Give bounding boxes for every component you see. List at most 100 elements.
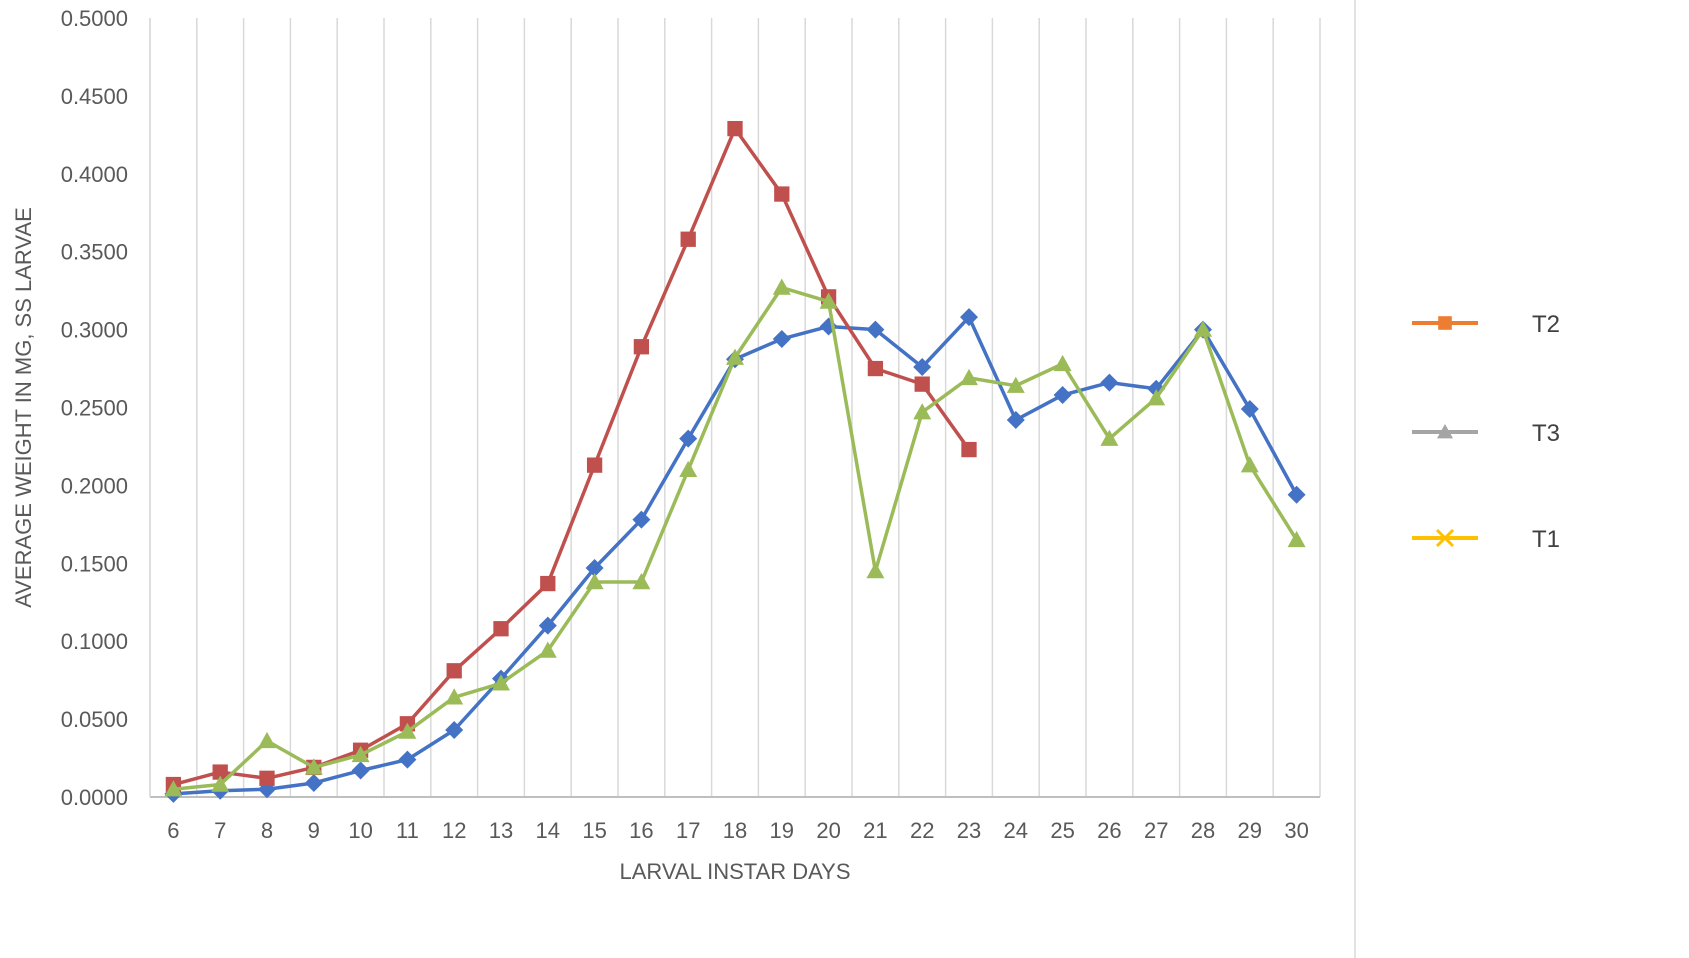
y-tick-labels: 0.0000 0.0500 0.1000 0.1500 0.2000 0.2500 0.30… [61,6,128,810]
x-tick-label: 29 [1238,818,1262,843]
y-tick-label: 0.0500 [61,707,128,732]
data-point [772,329,791,348]
data-point [867,360,884,377]
data-point [258,731,276,749]
y-tick-label: 0.3000 [61,318,128,343]
data-point [960,368,978,386]
y-tick-label: 0.5000 [61,6,128,31]
data-point [680,231,696,247]
data-point [351,761,370,780]
legend-marker [1435,528,1455,548]
x-tick-label: 27 [1144,818,1168,843]
data-point [632,510,651,529]
data-point [866,562,885,579]
x-tick-label: 22 [910,818,934,843]
data-point [446,663,462,679]
data-point [961,441,977,458]
data-point [1100,429,1119,446]
data-point [398,722,417,739]
y-tick-label: 0.2000 [61,473,128,498]
series-line [172,126,971,787]
data-point [913,357,932,376]
y-tick-label: 0.0000 [61,785,128,810]
data-point [585,558,604,577]
data-point [1147,389,1166,406]
legend-label: T3 [1532,420,1560,447]
y-tick-label: 0.2500 [61,396,128,421]
data-point [1287,530,1306,548]
x-tick-label: 14 [536,818,560,843]
y-tick-label: 0.3500 [61,240,128,265]
data-point [492,674,510,691]
data-point [1240,400,1259,419]
data-point [445,721,464,740]
x-tick-label: 28 [1191,818,1215,843]
x-tick-label: 19 [770,818,794,843]
data-point [726,348,744,365]
x-tick-label: 9 [308,818,320,843]
legend-marker [1437,424,1453,439]
y-axis-title: AVERAGE WEIGHT IN MG, SS LARVAE [11,207,36,608]
x-tick-label: 10 [348,818,372,843]
data-point [445,688,464,705]
data-point [304,773,323,792]
x-tick-label: 17 [676,818,700,843]
data-point [819,292,838,309]
x-tick-label: 13 [489,818,513,843]
legend-label: T1 [1532,526,1560,553]
data-point [493,621,509,637]
legend-label: T2 [1532,311,1560,338]
grid-layer [149,18,1321,797]
x-tick-label: 26 [1097,818,1121,843]
data-point [679,460,698,478]
x-tick-label: 23 [957,818,981,843]
data-point [1194,320,1212,337]
data-point [586,457,603,473]
data-point [351,745,370,763]
x-tick-label: 20 [816,818,840,843]
series-line [173,315,1299,796]
x-axis-title: LARVAL INSTAR DAYS [619,859,850,884]
data-point [538,641,557,658]
data-point [633,339,650,355]
data-point [960,308,978,327]
data-point [914,376,930,392]
x-tick-label: 15 [582,818,606,843]
data-point [211,775,230,792]
x-tick-label: 8 [261,818,273,843]
x-tick-label: 12 [442,818,466,843]
data-point [772,278,791,295]
data-point [398,750,417,769]
y-tick-label: 0.1000 [61,629,128,654]
series-1 [164,308,1306,803]
data-point [1006,376,1025,393]
data-point [679,429,698,448]
data-point [1287,485,1306,504]
data-point [304,758,323,775]
x-tick-label: 25 [1050,818,1074,843]
legend: T2 T3 T1 [1412,311,1560,553]
legend-item: T3 [1412,420,1560,447]
legend-item: T2 [1412,311,1560,338]
x-tick-label: 30 [1284,818,1308,843]
data-point [259,770,275,786]
data-point [727,120,743,137]
legend-item: T1 [1412,526,1560,553]
data-point [1006,410,1025,429]
series-layer [164,120,1306,803]
data-point [540,575,556,592]
data-point [632,572,651,590]
x-tick-label: 16 [629,818,653,843]
data-point [164,780,183,797]
data-point [774,186,790,202]
series-3 [164,278,1306,797]
x-tick-labels: 6 7 8 9 10 11 12 13 14 15 16 17 18 19 20 21 22 23 24 25 26 27… [167,818,1309,843]
x-tick-label: 24 [1004,818,1028,843]
data-point [212,764,228,780]
x-tick-label: 11 [396,818,419,843]
x-tick-label: 6 [167,818,179,843]
data-point [1053,354,1072,372]
axes-layer [149,0,1356,958]
